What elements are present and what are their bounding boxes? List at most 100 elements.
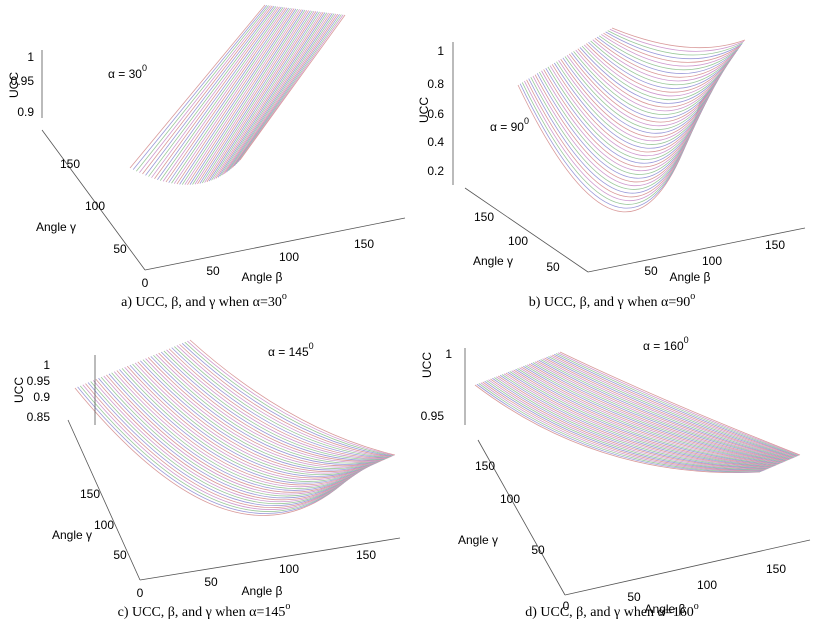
surface-line: [165, 7, 288, 183]
caption-text: d) UCC, β, and γ when α=160: [525, 605, 694, 620]
surface-line: [490, 378, 768, 470]
surface-line: [474, 384, 761, 473]
surface-line: [560, 58, 721, 138]
surface-line: [525, 365, 784, 463]
surface-line: [153, 354, 383, 464]
surface-line: [509, 371, 777, 466]
surface-line: [194, 10, 308, 185]
surface-line: [519, 367, 781, 464]
surface-line: [575, 49, 728, 112]
caption-sup: o: [694, 601, 699, 612]
surface-line: [579, 47, 730, 104]
z-tick-label: 0.8: [427, 77, 444, 91]
surface-line: [139, 5, 271, 173]
caption: c) UCC, β, and γ when α=145o: [118, 601, 291, 620]
surface-line: [158, 352, 385, 462]
surface-line: [197, 10, 309, 185]
caption-sup: o: [690, 291, 695, 302]
x-tick-label: 150: [356, 548, 376, 562]
surface-line: [530, 362, 787, 462]
caption-sup: o: [285, 601, 290, 612]
caption: d) UCC, β, and γ when α=160o: [525, 601, 699, 620]
surface-line: [559, 351, 801, 456]
surface-line: [98, 377, 364, 499]
annotation-sup: 0: [684, 335, 689, 345]
surface-line: [499, 374, 772, 468]
z-tick-label: 0.95: [11, 74, 35, 88]
y-tick-label: 100: [85, 199, 105, 213]
y-axis: [464, 187, 589, 273]
surface-line: [239, 14, 346, 161]
y-tick-label: 50: [546, 260, 560, 274]
surface-line: [151, 6, 279, 178]
surface-line: [145, 358, 380, 468]
y-axis-label: Angle γ: [36, 220, 76, 234]
caption-text: c) UCC, β, and γ when α=145: [118, 605, 286, 620]
x-tick-label: 150: [766, 562, 786, 576]
x-axis: [587, 227, 806, 273]
surface-line: [566, 54, 724, 127]
annotation-text: α = 145: [268, 345, 309, 359]
surface-line: [476, 383, 761, 473]
caption: a) UCC, β, and γ when α=30o: [121, 291, 287, 310]
z-tick-label: 0.2: [427, 164, 444, 178]
x-tick-label: 100: [697, 578, 717, 592]
surface-line: [568, 53, 725, 123]
x-axis-label: Angle β: [645, 602, 686, 616]
y-tick-label: 150: [80, 487, 100, 501]
y-tick-label: 150: [474, 210, 494, 224]
y-axis-label: Angle γ: [473, 254, 513, 268]
surface-line: [517, 368, 781, 464]
surface-line: [513, 369, 779, 465]
surface-line: [211, 11, 320, 181]
surface-line: [106, 374, 367, 493]
y-tick-label: 50: [113, 242, 127, 256]
surface-line: [108, 373, 368, 491]
surface-line: [232, 13, 339, 168]
x-tick-label: 50: [627, 590, 641, 604]
surface-line: [494, 377, 770, 469]
z-tick-label: 0.95: [27, 374, 51, 388]
surface-line: [199, 10, 311, 184]
x-tick-label: 50: [644, 264, 658, 278]
x-tick-label: 100: [279, 250, 299, 264]
surface-line: [103, 375, 366, 495]
surface-line: [92, 380, 362, 502]
surface-line: [145, 5, 275, 176]
x-tick-label: 100: [279, 562, 299, 576]
annotation: α = 1600: [643, 335, 689, 353]
surface-line: [135, 5, 269, 172]
surface-line: [497, 375, 771, 468]
panel: 1 0.8 0.6 0.4 0.2 50 100 150 150 100 50 UCC Angle β A…: [417, 27, 806, 310]
z-tick-label: 0.6: [427, 107, 444, 121]
caption-text: b) UCC, β, and γ when α=90: [529, 295, 691, 310]
z-tick-label: 1: [43, 358, 50, 372]
surface-line: [596, 36, 739, 74]
surface-line: [85, 383, 359, 508]
surface-line: [132, 363, 376, 476]
z-axis-label: UCC: [417, 97, 431, 123]
surface-line: [488, 379, 767, 470]
surface-line: [577, 48, 729, 108]
x-tick-label: 150: [765, 238, 785, 252]
surface-line: [171, 347, 389, 459]
surface-line: [173, 8, 293, 184]
surface-line: [557, 352, 800, 456]
surface-line: [523, 365, 783, 463]
surface-line: [583, 44, 733, 97]
x-axis-label: Angle β: [242, 584, 283, 598]
z-tick-label: 0.4: [427, 135, 444, 149]
surface-line: [100, 376, 365, 497]
surface-line: [142, 359, 379, 469]
surface-line: [184, 9, 300, 185]
annotation: α = 900: [490, 116, 529, 134]
surface-line: [189, 339, 396, 456]
surface-line: [541, 70, 712, 172]
surface-line: [552, 354, 797, 457]
surface-line: [556, 61, 719, 145]
surface-line: [564, 56, 723, 130]
surface-line: [592, 39, 737, 82]
caption-text: a) UCC, β, and γ when α=30: [121, 295, 282, 310]
surface-line: [179, 344, 392, 457]
